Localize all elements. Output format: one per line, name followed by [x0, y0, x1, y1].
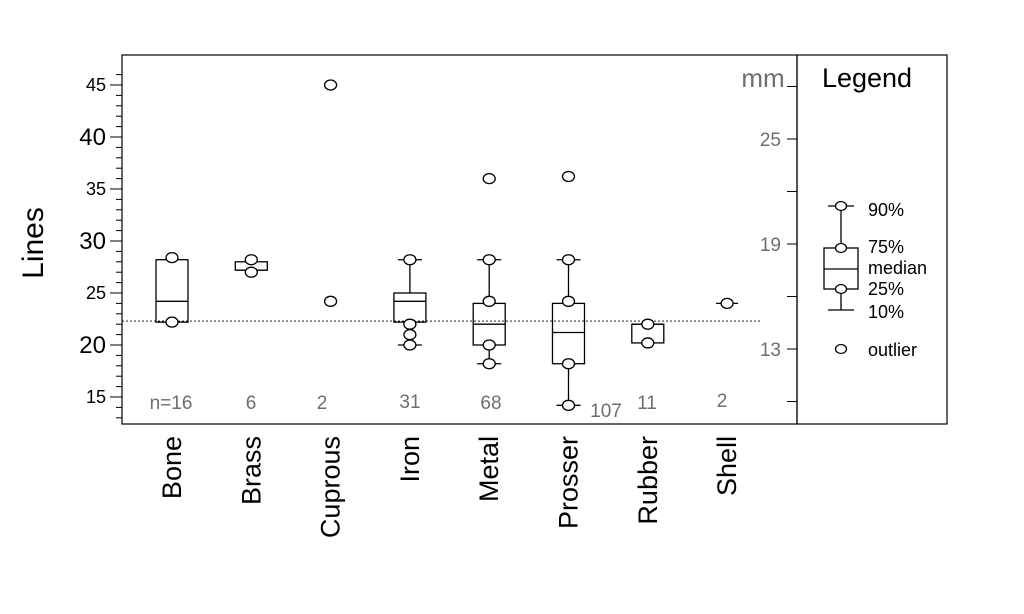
right-axis-unit-label: mm — [741, 63, 784, 93]
data-point-marker — [482, 295, 496, 307]
data-point-marker — [561, 358, 576, 370]
right-tick-label: 13 — [760, 340, 781, 361]
legend-marker-25 — [834, 283, 848, 295]
legend-marker-90 — [834, 200, 848, 212]
left-tick-label: 30 — [79, 228, 106, 255]
data-point-marker — [641, 318, 655, 330]
box-rubber — [631, 318, 665, 349]
data-point-marker — [561, 295, 576, 307]
x-tick-label: Iron — [395, 436, 425, 483]
data-point-marker — [403, 339, 417, 351]
x-tick-label: Bone — [157, 436, 187, 499]
data-point-marker — [482, 339, 496, 351]
legend-key — [823, 200, 859, 355]
data-point-marker — [244, 266, 258, 278]
counts-group: n=16 6 2 31 68 107 11 2 — [150, 391, 728, 422]
x-tick-label: Brass — [236, 436, 266, 505]
legend-label-outlier: outlier — [868, 340, 917, 360]
x-tick-label: Shell — [712, 436, 742, 496]
data-point-marker — [165, 251, 179, 264]
data-point-marker — [244, 254, 258, 266]
box-iron — [393, 254, 427, 351]
legend-label-median: median — [868, 258, 927, 278]
y-axis-label: Lines — [17, 207, 50, 279]
data-point-marker — [403, 318, 417, 330]
x-tick-label: Prosser — [554, 436, 584, 529]
right-tick-label: 19 — [760, 235, 781, 256]
x-tick-label: Metal — [474, 436, 504, 502]
count-label: 107 — [590, 401, 622, 422]
x-axis-labels: Bone Brass Cuprous Iron Metal Prosser Rubber Sh… — [157, 436, 742, 538]
legend-label-90: 90% — [868, 200, 904, 220]
boxes-group — [155, 79, 739, 411]
count-label: 11 — [637, 393, 657, 414]
right-axis: 13 19 25 — [760, 86, 797, 402]
x-tick-label: Cuprous — [316, 436, 346, 538]
left-tick-label: 35 — [86, 179, 106, 199]
iqr-box — [551, 302, 586, 365]
count-label: 68 — [480, 393, 501, 414]
data-point-marker — [482, 254, 496, 266]
box-metal — [472, 172, 506, 370]
box-cuprous — [323, 79, 338, 307]
iqr-box — [393, 292, 427, 323]
legend-label-10: 10% — [868, 302, 904, 322]
legend-title: Legend — [822, 63, 912, 93]
box-bone — [155, 251, 189, 328]
data-point-marker — [482, 358, 496, 370]
data-point-marker — [561, 254, 576, 266]
legend-outlier-marker — [834, 343, 848, 355]
left-axis: 15 20 25 30 35 40 45 — [79, 74, 122, 419]
legend-label-25: 25% — [868, 279, 904, 299]
data-point-marker — [561, 170, 576, 183]
count-label: 2 — [717, 391, 728, 412]
legend-marker-75 — [834, 242, 848, 254]
data-point-marker — [403, 254, 417, 266]
left-tick-label: 15 — [86, 387, 106, 407]
data-point-marker — [323, 79, 338, 91]
plot-frame — [121, 54, 798, 425]
count-label: 31 — [399, 392, 420, 413]
box-shell — [716, 297, 739, 310]
box-prosser — [551, 170, 586, 411]
iqr-box — [155, 259, 189, 323]
data-point-marker — [720, 297, 734, 310]
count-label: n=16 — [150, 393, 193, 414]
data-point-marker — [641, 337, 655, 349]
left-tick-label: 20 — [79, 332, 106, 359]
right-tick-label: 25 — [760, 130, 781, 151]
left-tick-label: 25 — [86, 283, 106, 303]
x-tick-label: Rubber — [633, 436, 663, 525]
left-tick-label: 40 — [79, 124, 106, 151]
box-brass — [234, 254, 268, 278]
data-point-marker — [165, 316, 179, 328]
count-label: 2 — [317, 393, 328, 414]
count-label: 6 — [246, 393, 257, 414]
legend-frame — [796, 54, 948, 425]
data-point-marker — [403, 328, 417, 341]
left-tick-label: 45 — [86, 75, 106, 95]
data-point-marker — [561, 399, 576, 411]
data-point-marker — [482, 172, 496, 185]
legend-label-75: 75% — [868, 237, 904, 257]
data-point-marker — [323, 295, 338, 307]
